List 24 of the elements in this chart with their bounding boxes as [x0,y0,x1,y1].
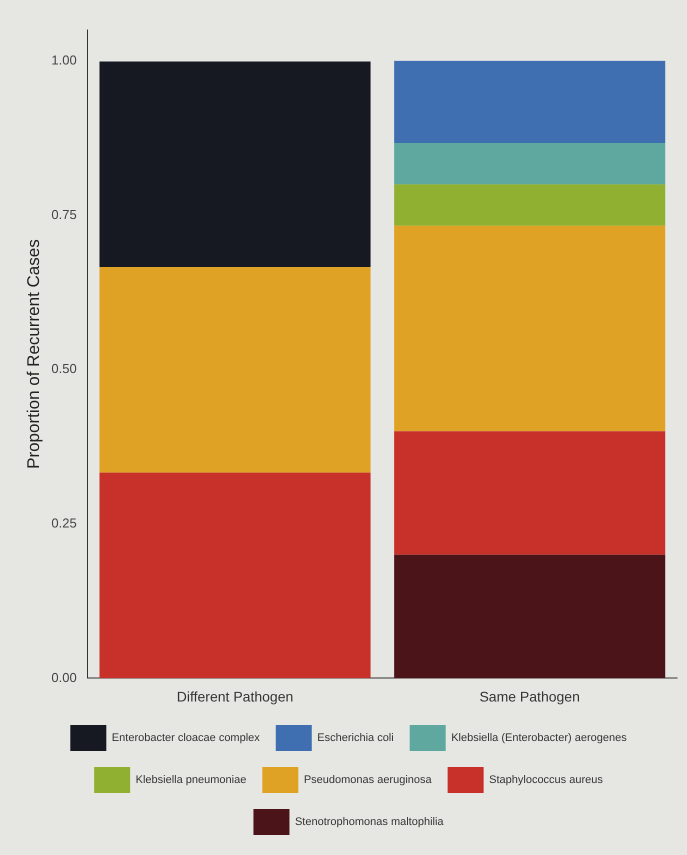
y-tick-label: 0.50 [51,361,77,376]
bar [394,431,666,555]
bar [99,61,371,268]
bar [99,267,371,473]
bar [99,472,371,678]
x-tick-label: Same Pathogen [479,688,580,704]
bar [394,142,666,184]
y-tick-label: 0.00 [51,670,77,685]
y-tick-label: 1.00 [51,52,77,68]
x-tick-label: Different Pathogen [176,688,294,704]
bar [394,184,666,226]
y-tick-label: 0.75 [51,206,77,222]
legend-label: Stenotrophomonas maltophilia [294,816,444,828]
legend-label: Pseudomonas aeruginosa [304,774,433,786]
bar [394,60,666,143]
y-tick-label: 0.25 [51,515,77,530]
legend-label: Klebsiella pneumoniae [136,774,246,786]
y-axis-title: Proportion of Recurrent Cases [24,239,43,469]
bar [394,554,666,678]
legend-label: Staphylococcus aureus [489,774,604,786]
legend-label: Klebsiella (Enterobacter) aerogenes [451,732,628,744]
legend-label: Enterobacter cloacae complex [112,732,260,744]
bar [394,226,666,432]
legend-label: Escherichia coli [317,732,394,744]
